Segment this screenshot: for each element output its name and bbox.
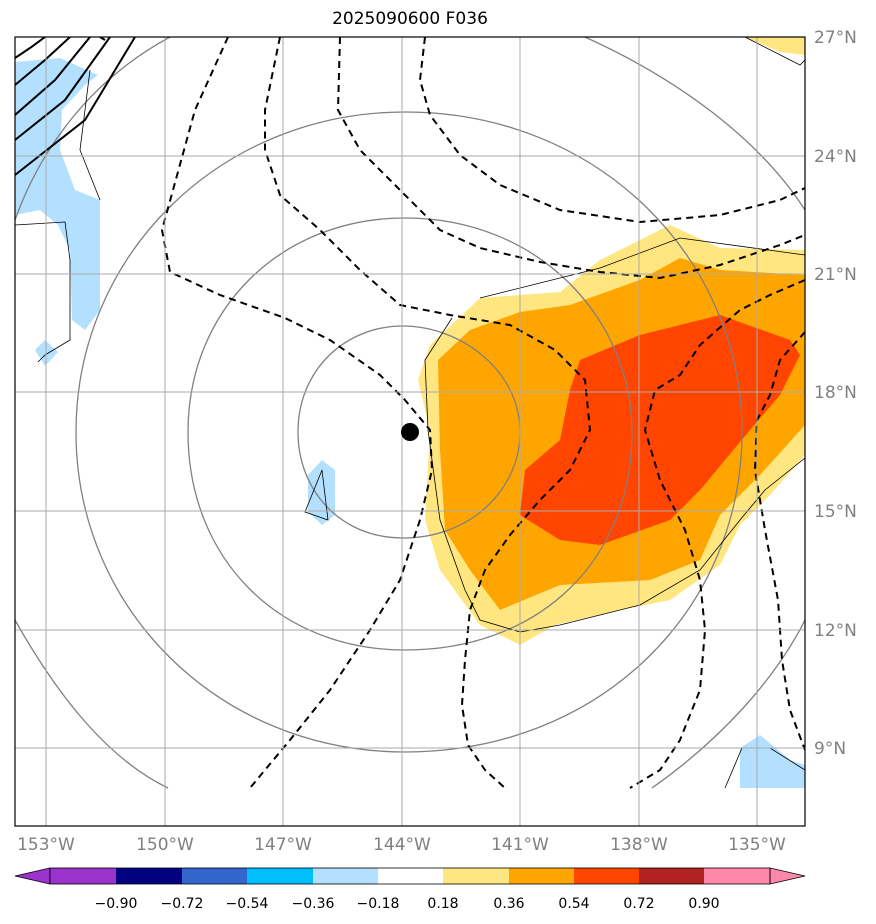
lon-label-141W: 141°W (491, 835, 549, 855)
lon-label-147W: 147°W (254, 835, 312, 855)
negative-anomaly-region-center (308, 460, 335, 525)
colorbar-extend-high (769, 867, 806, 885)
solid-contour-4 (15, 37, 111, 141)
colorbar: −0.90 −0.72 −0.54 −0.36 −0.18 0.18 0.36 … (14, 867, 806, 912)
gray-contour-5 (15, 37, 171, 221)
colorbar-tick-4: −0.36 (292, 896, 335, 912)
dashed-contour-5 (629, 279, 805, 789)
positive-anomaly-0.54 (520, 315, 800, 545)
solid-contour-1 (15, 37, 46, 59)
colorbar-bin-7 (443, 868, 509, 884)
solid-contour-3 (15, 37, 91, 116)
map-frame (14, 36, 806, 827)
thin-outline-1 (479, 237, 805, 299)
colorbar-extend-low (14, 867, 51, 885)
colorbar-bin-1 (50, 868, 116, 884)
dashed-contour-2 (264, 37, 592, 789)
gray-contour-3 (75, 111, 743, 753)
thin-outline-7 (744, 37, 805, 66)
colorbar-tick-9: 0.72 (623, 896, 654, 912)
colorbar-tick-2: −0.72 (161, 896, 204, 912)
gray-contour-4 (15, 619, 169, 789)
negative-anomaly-region-nw (15, 58, 100, 330)
lat-label-12N: 12°N (814, 621, 857, 641)
colorbar-bin-9 (574, 868, 639, 884)
colorbar-bin-6 (378, 868, 443, 884)
solid-contour-5 (15, 37, 136, 176)
gray-contour-7 (651, 619, 805, 789)
dashed-contour-6 (753, 331, 805, 751)
colorbar-bin-10 (639, 868, 704, 884)
map-title: 2025090600 F036 (332, 9, 488, 29)
thin-outline-5 (79, 69, 101, 201)
lon-label-153W: 153°W (17, 835, 75, 855)
solid-contour-2 (15, 37, 71, 86)
colorbar-bin-2 (116, 868, 182, 884)
lat-label-21N: 21°N (814, 265, 857, 285)
colorbar-bin-8 (509, 868, 574, 884)
lon-label-144W: 144°W (373, 835, 431, 855)
lon-label-135W: 135°W (728, 835, 786, 855)
thin-outline-4 (15, 221, 71, 363)
lon-label-150W: 150°W (136, 835, 194, 855)
lat-label-15N: 15°N (814, 502, 857, 522)
dashed-contour-1 (160, 37, 434, 789)
thin-outline-3 (304, 469, 329, 521)
lat-label-24N: 24°N (814, 147, 857, 167)
lon-label-138W: 138°W (610, 835, 668, 855)
lat-label-9N: 9°N (814, 739, 846, 759)
colorbar-tick-5: −0.18 (357, 896, 400, 912)
colorbar-bin-5 (313, 868, 378, 884)
dashed-contours (99, 37, 805, 789)
colorbar-frame (49, 867, 771, 885)
colorbar-bin-3 (182, 868, 247, 884)
gray-contour-1 (297, 325, 521, 539)
lat-label-18N: 18°N (814, 383, 857, 403)
colorbar-bin-11 (704, 868, 770, 884)
lat-label-27N: 27°N (814, 28, 857, 48)
graticule (15, 37, 805, 826)
colorbar-tick-8: 0.54 (558, 896, 589, 912)
gray-contour-6 (584, 37, 805, 211)
storm-center-marker (401, 423, 419, 441)
colorbar-bin-4 (247, 868, 313, 884)
dashed-contour-3 (336, 37, 805, 280)
colorbar-tick-7: 0.36 (493, 896, 524, 912)
colorbar-tick-6: 0.18 (427, 896, 458, 912)
shaded-anomaly-layer (15, 37, 805, 788)
gray-contours (15, 37, 805, 789)
positive-anomaly-region-ne (745, 37, 805, 55)
colorbar-tick-1: −0.90 (95, 896, 138, 912)
gray-contour-2 (187, 217, 633, 651)
colorbar-tick-3: −0.54 (226, 896, 269, 912)
dashed-contour-4 (418, 37, 805, 224)
colorbar-tick-10: 0.90 (688, 896, 719, 912)
negative-anomaly-region-se (740, 735, 805, 788)
solid-black-contours (15, 37, 136, 176)
